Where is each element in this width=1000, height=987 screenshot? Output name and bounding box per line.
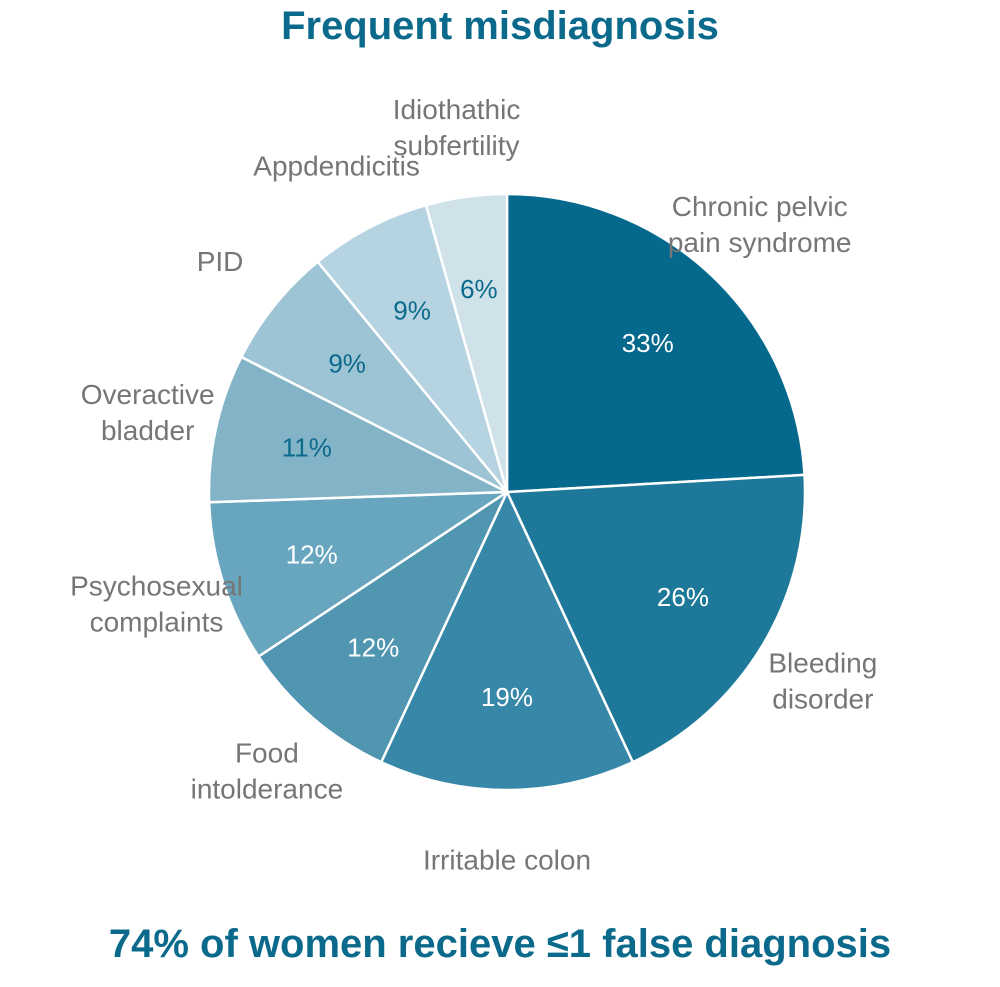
category-label-irritable-colon: Irritable colon (423, 845, 591, 876)
category-label-line: Overactive (81, 379, 215, 410)
category-label-line: disorder (772, 683, 873, 714)
category-label-line: Psychosexual (70, 571, 243, 602)
pie-slice-appdendicitis (316, 203, 509, 494)
category-label-bleeding-disorder: Bleeding disorder (768, 647, 877, 714)
pie-slice-bleeding-disorder (505, 473, 807, 764)
category-label-chronic-pelvic-pain-syndrome: Chronic pelvic pain syndrome (668, 191, 852, 258)
category-label-appdendicitis: Appdendicitis (253, 150, 420, 181)
category-label-line: subfertility (394, 130, 520, 161)
category-label-idiothathic-subfertility: Idiothathic subfertility (393, 94, 521, 161)
pie-slice-irritable-colon (379, 490, 635, 792)
pie-slice-food-intolderance (257, 490, 509, 764)
value-label-chronic-pelvic-pain-syndrome: 33% (622, 328, 674, 358)
category-label-line: Idiothathic (393, 94, 521, 125)
pie-slice-idiothathic-subfertility (424, 192, 509, 494)
value-label-idiothathic-subfertility: 6% (460, 274, 498, 304)
category-label-line: intolderance (191, 773, 344, 804)
value-label-food-intolderance: 12% (347, 632, 399, 662)
value-label-overactive-bladder: 11% (282, 433, 332, 463)
pie-slice-psychosexual-complaints (207, 490, 509, 658)
category-label-line: pain syndrome (668, 227, 852, 258)
category-label-line: bladder (101, 415, 194, 446)
category-label-line: PID (197, 246, 244, 277)
category-label-line: Food (235, 737, 299, 768)
pie-slice-overactive-bladder (207, 355, 509, 504)
chart-title: Frequent misdiagnosis (281, 4, 719, 48)
value-label-appdendicitis: 9% (393, 295, 431, 325)
category-label-line: Chronic pelvic (672, 191, 848, 222)
category-label-overactive-bladder: Overactive bladder (81, 379, 215, 446)
pie-labels: 33% Chronic pelvic pain syndrome 26% Bleedin… (70, 94, 877, 876)
category-label-pid: PID (197, 246, 244, 277)
category-label-psychosexual-complaints: Psychosexual complaints (70, 571, 243, 638)
category-label-food-intolderance: Food intolderance (191, 737, 344, 804)
value-label-psychosexual-complaints: 12% (286, 539, 338, 569)
value-label-pid: 9% (328, 349, 366, 379)
value-label-bleeding-disorder: 26% (657, 582, 709, 612)
category-label-line: complaints (90, 607, 224, 638)
value-label-irritable-colon: 19% (481, 682, 533, 712)
category-label-line: Appdendicitis (253, 150, 420, 181)
category-label-line: Irritable colon (423, 845, 591, 876)
chart-subtitle: 74% of women recieve ≤1 false diagnosis (108, 922, 892, 966)
pie-slice-pid (240, 260, 509, 494)
pie-slice-chronic-pelvic-pain-syndrome (505, 192, 806, 494)
pie-slices (207, 192, 807, 792)
category-label-line: Bleeding (768, 647, 877, 678)
